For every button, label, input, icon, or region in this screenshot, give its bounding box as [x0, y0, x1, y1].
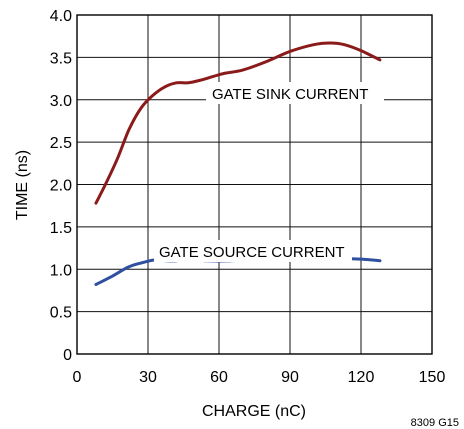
x-tick-label: 150	[419, 369, 446, 386]
y-tick-label: 2.0	[50, 178, 72, 195]
y-tick-label: 0	[63, 347, 72, 364]
x-tick-label: 60	[210, 369, 228, 386]
y-axis-title: TIME (ns)	[14, 150, 31, 220]
y-tick-label: 2.5	[50, 135, 72, 152]
y-tick-labels: 0 0.5 1.0 1.5 2.0 2.5 3.0 3.5 4.0	[50, 8, 72, 364]
y-tick-label: 3.5	[50, 50, 72, 67]
gate-source-current-label: GATE SOURCE CURRENT	[159, 244, 345, 261]
gate-sink-label-bg	[206, 82, 384, 104]
y-tick-label: 0.5	[50, 305, 72, 322]
x-tick-label: 90	[281, 369, 299, 386]
y-tick-label: 3.0	[50, 93, 72, 110]
y-tick-label: 1.5	[50, 220, 72, 237]
x-tick-label: 120	[348, 369, 375, 386]
x-axis-title: CHARGE (nC)	[202, 403, 306, 420]
gate-sink-current-line	[94, 41, 382, 205]
y-tick-label: 1.0	[50, 262, 72, 279]
figure-id: 8309 G15	[411, 417, 459, 429]
gate-sink-current-label: GATE SINK CURRENT	[212, 86, 368, 103]
x-tick-labels: 0 30 60 90 120 150	[73, 369, 446, 386]
gate-source-current-line	[94, 256, 382, 286]
x-tick-label: 30	[139, 369, 157, 386]
y-tick-label: 4.0	[50, 8, 72, 25]
gate-source-label-bg	[154, 240, 352, 262]
plot-frame	[76, 14, 433, 355]
x-tick-label: 0	[73, 369, 82, 386]
